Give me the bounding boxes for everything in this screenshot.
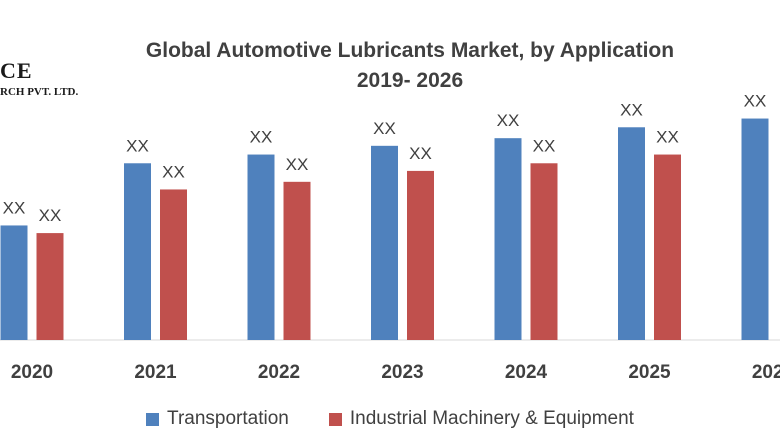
data-label-series-1: XX: [620, 100, 643, 119]
chart-legend: Transportation Industrial Machinery & Eq…: [0, 406, 780, 432]
legend-swatch-series-1: [146, 412, 160, 426]
bar-series-2-2025: [654, 154, 681, 340]
x-tick-label: 2025: [628, 362, 671, 383]
data-label-series-1: XX: [373, 119, 396, 138]
data-label-series-1: XX: [497, 111, 520, 130]
data-label-series-2: XX: [39, 206, 62, 225]
data-label-series-2: XX: [656, 128, 679, 147]
bar-series-1-2023: [371, 145, 398, 340]
bar-series-2-2024: [530, 163, 558, 340]
data-label-series-1: XX: [126, 136, 149, 155]
legend-label-series-2: Industrial Machinery & Equipment: [349, 408, 634, 429]
x-tick-label: 2023: [381, 362, 423, 383]
bar-series-1-2025: [618, 127, 645, 340]
data-label-series-1: XX: [3, 198, 26, 217]
bar-series-1-2021: [124, 163, 151, 340]
company-logo: CE RCH PVT. LTD.: [0, 58, 100, 102]
x-tick-label: 2022: [258, 362, 300, 383]
x-tick-labels: 2020 2021 2022 2023 2024 2025 2026: [11, 362, 780, 383]
x-tick-label: 2020: [11, 362, 53, 383]
data-label-series-1: XX: [744, 92, 767, 111]
bar-series-2-2023: [407, 170, 434, 340]
chart-title-block: Global Automotive Lubricants Market, by …: [0, 36, 780, 96]
x-tick-label: 2021: [134, 362, 177, 383]
bars-group: XX XX XX XX XX XX XX XX XX XX XX XX XX: [0, 92, 769, 340]
data-label-series-1: XX: [250, 128, 273, 147]
logo-text-large: CE: [0, 58, 33, 83]
chart-title: Global Automotive Lubricants Market, by …: [145, 39, 675, 62]
bar-series-2-2020: [36, 233, 64, 340]
bar-series-1-2020: [0, 225, 28, 340]
data-label-series-2: XX: [286, 155, 309, 174]
bar-series-1-2024: [494, 138, 522, 340]
legend-label-series-1: Transportation: [167, 408, 289, 429]
legend-swatch-series-2: [328, 412, 342, 426]
legend-item-series-1: Transportation: [146, 408, 289, 430]
data-label-series-2: XX: [162, 162, 185, 181]
legend-item-series-2: Industrial Machinery & Equipment: [328, 408, 634, 430]
x-tick-label: 2024: [505, 362, 548, 383]
x-tick-label: 2026: [752, 362, 780, 383]
data-label-series-2: XX: [409, 144, 432, 163]
data-label-series-2: XX: [533, 136, 556, 155]
chart-subtitle: 2019- 2026: [356, 69, 464, 92]
bar-series-2-2022: [283, 181, 311, 340]
bar-series-2-2021: [160, 189, 187, 340]
bar-series-1-2026: [741, 118, 769, 340]
logo-text-small: RCH PVT. LTD.: [0, 86, 79, 98]
bar-series-1-2022: [247, 154, 275, 340]
